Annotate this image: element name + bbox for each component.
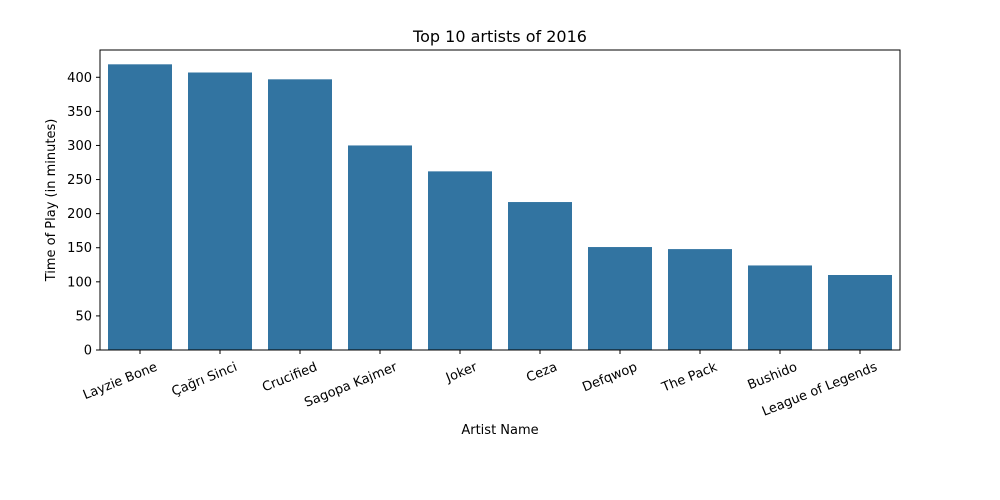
bar-4 (428, 171, 492, 350)
bar-9 (828, 275, 892, 350)
x-tick-label-4: Joker (443, 360, 480, 387)
chart-title: Top 10 artists of 2016 (412, 27, 587, 46)
x-tick-label-1: Çağrı Sinci (170, 360, 240, 400)
y-tick-label-8: 400 (67, 71, 92, 86)
y-tick-label-3: 150 (67, 241, 92, 256)
x-tick-label-0: Layzie Bone (81, 360, 159, 403)
x-axis-title: Artist Name (461, 423, 538, 438)
y-axis: 0 50 100 150 200 250 300 350 400 (67, 71, 100, 359)
bar-1 (188, 72, 252, 350)
bar-5 (508, 202, 572, 350)
x-tick-label-3: Sagopa Kajmer (302, 360, 400, 411)
y-tick-label-1: 50 (75, 309, 92, 324)
bar-2 (268, 79, 332, 351)
bars-group (108, 64, 892, 351)
y-tick-label-2: 100 (67, 275, 92, 290)
y-tick-label-4: 200 (67, 207, 92, 222)
y-tick-label-0: 0 (84, 344, 92, 359)
x-tick-label-5: Ceza (524, 360, 559, 386)
x-tick-label-7: The Pack (659, 360, 720, 396)
bar-7 (668, 249, 732, 350)
y-tick-label-7: 350 (67, 105, 92, 120)
y-tick-label-5: 250 (67, 173, 92, 188)
y-tick-label-6: 300 (67, 139, 92, 154)
bar-0 (108, 64, 172, 351)
plot-frame (99, 49, 901, 351)
y-axis-title: Time of Play (in minutes) (44, 119, 59, 283)
x-tick-label-6: Defqwop (580, 360, 639, 396)
bar-3 (348, 145, 412, 350)
x-tick-label-2: Crucified (260, 360, 319, 396)
bar-6 (588, 247, 652, 350)
bar-8 (748, 265, 812, 350)
x-tick-label-8: Bushido (746, 360, 800, 393)
